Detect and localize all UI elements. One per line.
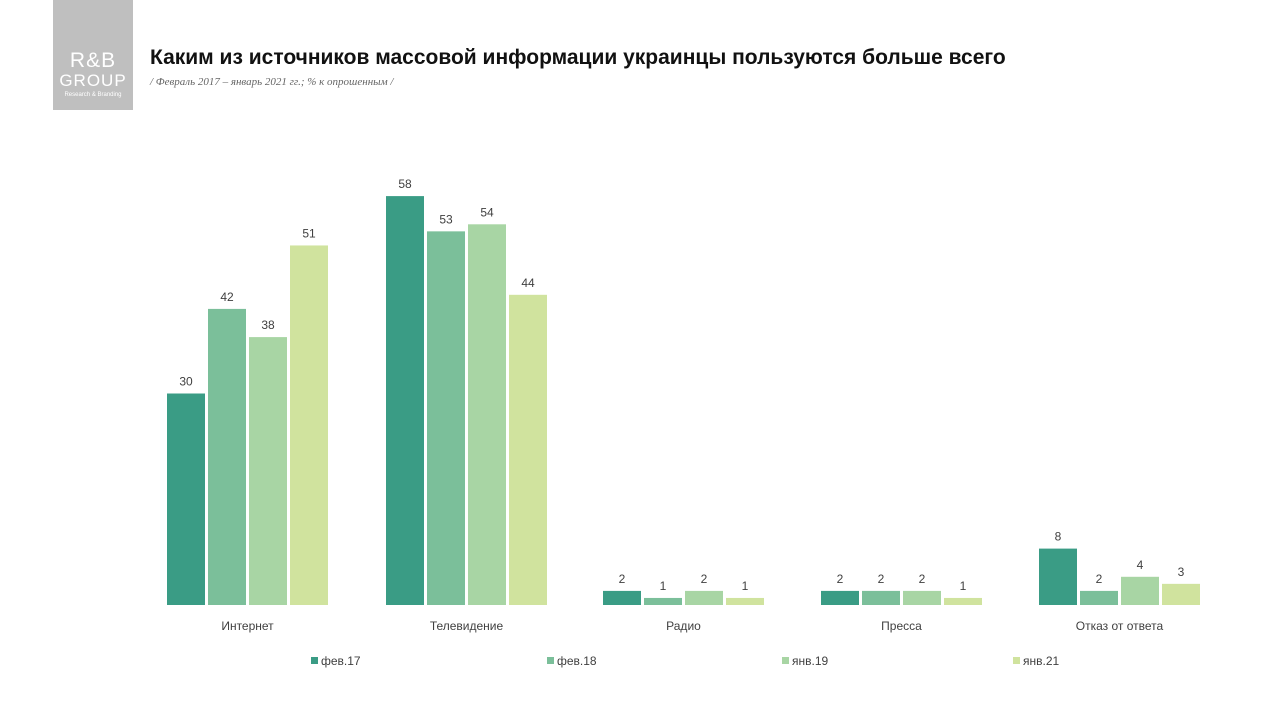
chart-subtitle: / Февраль 2017 – январь 2021 гг.; % к оп…: [150, 76, 394, 88]
data-label: 2: [619, 572, 626, 586]
data-label: 53: [439, 212, 453, 226]
data-label: 51: [302, 226, 316, 240]
bar-янв.19-0: [249, 337, 287, 605]
data-label: 58: [398, 177, 412, 191]
data-label: 2: [1096, 572, 1103, 586]
bar-янв.21-4: [1162, 583, 1200, 605]
bar-янв.19-4: [1121, 576, 1159, 605]
data-label: 4: [1137, 558, 1144, 572]
data-label: 2: [701, 572, 708, 586]
data-label: 30: [179, 375, 193, 389]
data-label: 54: [480, 205, 494, 219]
legend-swatch: [782, 657, 789, 664]
data-label: 38: [261, 318, 275, 332]
bar-фев.18-1: [427, 231, 465, 605]
legend-swatch: [311, 657, 318, 664]
category-label: Радио: [666, 619, 701, 633]
company-logo: R&B GROUP Research & Branding: [53, 0, 133, 110]
bar-фев.17-1: [386, 196, 424, 605]
legend-label: фев.18: [557, 654, 597, 668]
logo-text-group: GROUP: [59, 71, 127, 90]
data-label: 1: [960, 579, 967, 593]
bar-фев.18-4: [1080, 590, 1118, 605]
bar-фев.18-0: [208, 308, 246, 605]
bar-фев.17-0: [167, 393, 205, 605]
legend-swatch: [1013, 657, 1020, 664]
bar-янв.19-1: [468, 224, 506, 606]
category-label: Интернет: [221, 619, 274, 633]
data-label: 42: [220, 290, 234, 304]
data-label: 2: [919, 572, 926, 586]
legend-label: янв.19: [792, 654, 829, 668]
chart-title: Каким из источников массовой информации …: [150, 46, 1006, 69]
bar-янв.21-1: [509, 294, 547, 605]
bar-фев.18-2: [644, 597, 682, 605]
bar-янв.21-2: [726, 597, 764, 605]
bar-янв.19-2: [685, 590, 723, 605]
data-label: 8: [1055, 530, 1062, 544]
legend-label: янв.21: [1023, 654, 1060, 668]
legend-label: фев.17: [321, 654, 361, 668]
bar-фев.17-3: [821, 590, 859, 605]
logo-text-tagline: Research & Branding: [64, 92, 122, 98]
bar-янв.21-0: [290, 245, 328, 605]
data-label: 2: [878, 572, 885, 586]
data-label: 2: [837, 572, 844, 586]
data-label: 1: [660, 579, 667, 593]
data-label: 44: [521, 276, 535, 290]
category-label: Телевидение: [430, 619, 504, 633]
legend-swatch: [547, 657, 554, 664]
data-label: 3: [1178, 565, 1185, 579]
bar-янв.21-3: [944, 597, 982, 605]
data-label: 1: [742, 579, 749, 593]
category-label: Пресса: [881, 619, 922, 633]
bar-фев.17-2: [603, 590, 641, 605]
bar-янв.19-3: [903, 590, 941, 605]
category-label: Отказ от ответа: [1076, 619, 1164, 633]
logo-text-main: R&B: [69, 49, 117, 72]
bar-фев.18-3: [862, 590, 900, 605]
bar-фев.17-4: [1039, 548, 1077, 605]
